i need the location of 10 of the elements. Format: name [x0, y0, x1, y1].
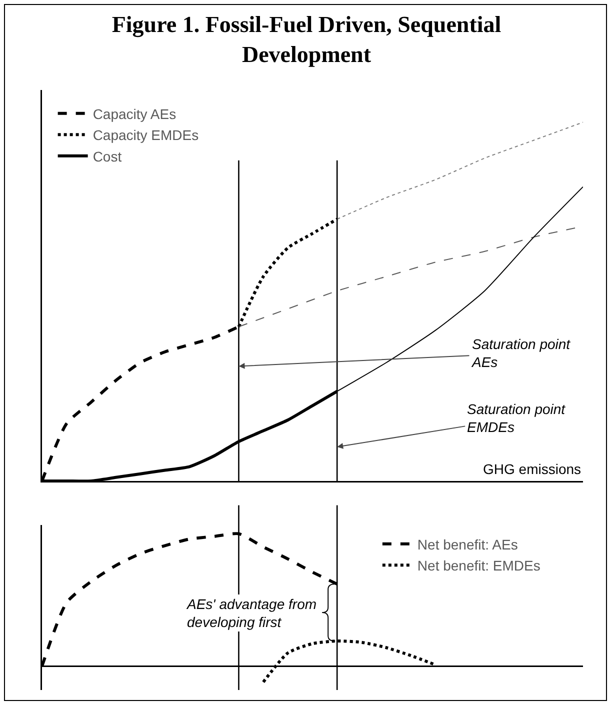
- annotation: Saturation point AEs: [471, 336, 572, 370]
- chart-title: Figure 1. Fossil-Fuel Driven, Sequential Development: [112, 12, 502, 67]
- annotation: Saturation point EMDEs: [467, 401, 566, 436]
- legend-label: Net benefit: AEs: [417, 536, 518, 552]
- x-axis-title: GHG emissions: [483, 461, 582, 477]
- legend-label: Net benefit: EMDEs: [417, 558, 540, 574]
- legend-label: Capacity EMDEs: [92, 127, 199, 144]
- legend-label: Cost: [92, 148, 122, 164]
- legend-label: Capacity AEs: [92, 106, 176, 122]
- annotation: AEs' advantage from developing first: [186, 596, 317, 630]
